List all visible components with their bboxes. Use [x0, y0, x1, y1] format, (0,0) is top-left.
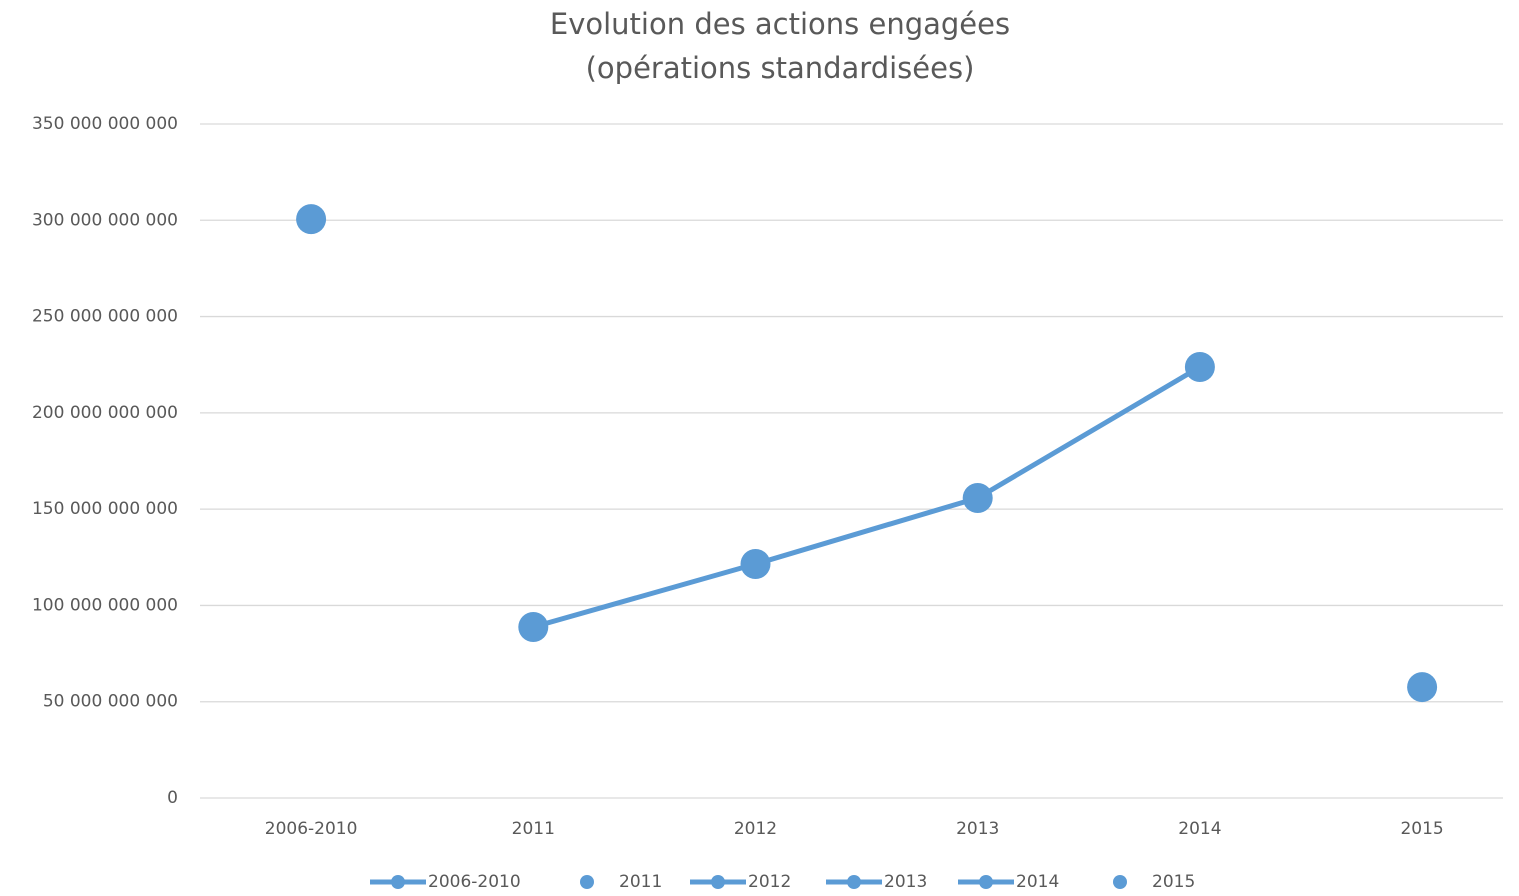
- legend-marker: [580, 875, 594, 889]
- x-tick-label: 2015: [1400, 819, 1443, 839]
- legend-marker: [711, 875, 725, 889]
- legend-label: 2013: [884, 872, 927, 892]
- y-tick-label: 0: [167, 788, 178, 808]
- y-tick-label: 250 000 000 000: [32, 307, 178, 327]
- legend-marker: [391, 875, 405, 889]
- x-tick-label: 2011: [512, 819, 555, 839]
- legend-label: 2015: [1152, 872, 1195, 892]
- marker: [1184, 352, 1215, 383]
- y-tick-label: 350 000 000 000: [32, 114, 178, 134]
- chart-title: Evolution des actions engagées: [550, 7, 1010, 41]
- line-segment: [975, 364, 1203, 501]
- legend-label: 2011: [619, 872, 662, 892]
- x-tick-label: 2013: [956, 819, 999, 839]
- legend-marker: [847, 875, 861, 889]
- x-tick-label: 2012: [734, 819, 777, 839]
- x-tick-label: 2014: [1178, 819, 1221, 839]
- y-tick-label: 150 000 000 000: [32, 499, 178, 519]
- marker: [962, 482, 993, 513]
- y-tick-label: 50 000 000 000: [43, 692, 178, 712]
- y-tick-label: 100 000 000 000: [32, 595, 178, 615]
- legend-marker: [1113, 875, 1127, 889]
- marker: [296, 204, 327, 235]
- legend-label: 2014: [1016, 872, 1059, 892]
- chart-subtitle: (opérations standardisées): [586, 51, 975, 85]
- y-tick-label: 200 000 000 000: [32, 403, 178, 423]
- marker: [740, 549, 771, 580]
- line-segment: [530, 561, 758, 630]
- marker: [518, 611, 549, 642]
- x-tick-label: 2006-2010: [265, 819, 358, 839]
- legend-marker: [979, 875, 993, 889]
- y-tick-label: 300 000 000 000: [32, 210, 178, 230]
- legend-label: 2006-2010: [428, 872, 521, 892]
- legend-label: 2012: [748, 872, 791, 892]
- marker: [1407, 672, 1438, 703]
- line-segment: [753, 495, 981, 567]
